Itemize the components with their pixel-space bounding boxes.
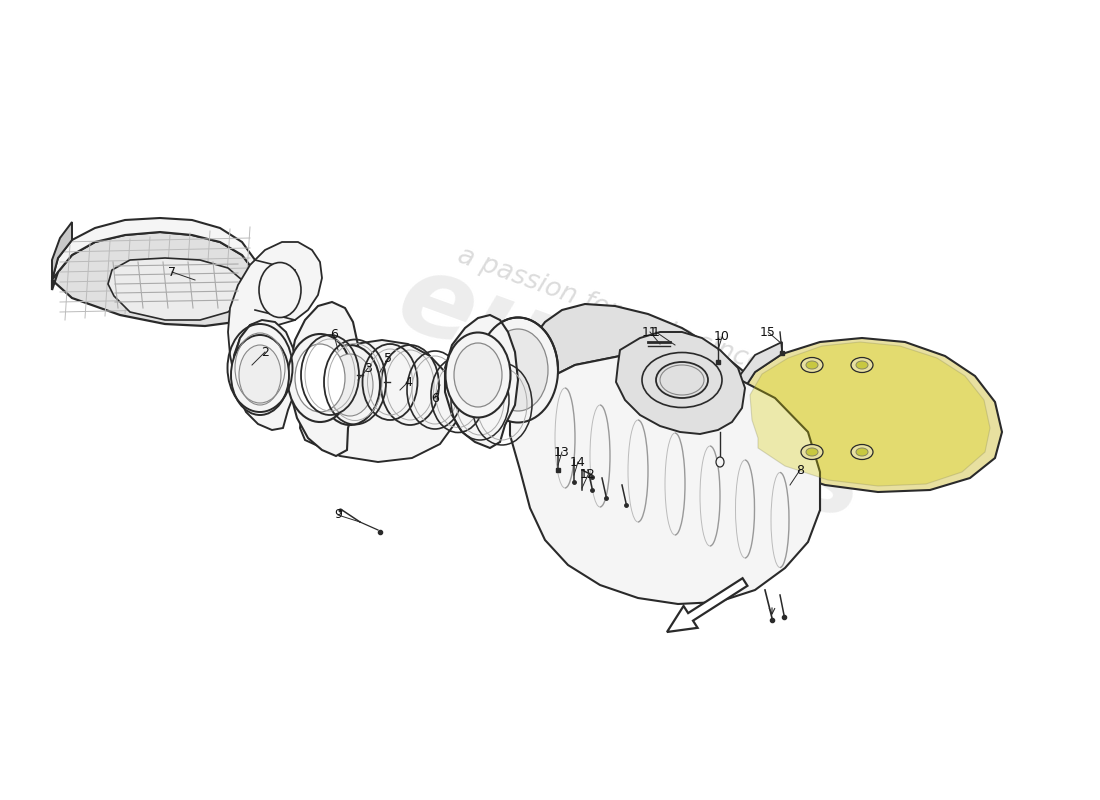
- Polygon shape: [750, 342, 990, 486]
- Ellipse shape: [642, 353, 722, 407]
- Ellipse shape: [239, 345, 280, 405]
- Polygon shape: [730, 342, 782, 468]
- Ellipse shape: [446, 333, 510, 418]
- Ellipse shape: [295, 344, 345, 412]
- Text: 14: 14: [570, 455, 586, 469]
- Text: 13: 13: [554, 446, 570, 458]
- Ellipse shape: [851, 358, 873, 373]
- Ellipse shape: [806, 448, 818, 456]
- Text: 7: 7: [168, 266, 176, 278]
- Ellipse shape: [320, 345, 379, 425]
- Polygon shape: [234, 320, 296, 430]
- Ellipse shape: [454, 343, 502, 407]
- Text: 15: 15: [760, 326, 775, 338]
- Polygon shape: [446, 315, 518, 448]
- Ellipse shape: [231, 335, 289, 415]
- Polygon shape: [108, 258, 242, 320]
- Polygon shape: [616, 332, 745, 434]
- Text: 6: 6: [431, 391, 439, 405]
- Text: res: res: [660, 376, 880, 544]
- Ellipse shape: [856, 448, 868, 456]
- Ellipse shape: [806, 361, 818, 369]
- Text: 10: 10: [714, 330, 730, 343]
- Text: 3: 3: [364, 362, 372, 374]
- Polygon shape: [510, 355, 820, 604]
- Polygon shape: [52, 222, 72, 290]
- Polygon shape: [52, 218, 260, 280]
- Ellipse shape: [478, 318, 558, 422]
- Text: eurospa: eurospa: [384, 243, 896, 517]
- Polygon shape: [52, 232, 260, 326]
- Text: 9: 9: [334, 509, 342, 522]
- Ellipse shape: [488, 329, 548, 411]
- Text: 1: 1: [652, 326, 660, 338]
- Ellipse shape: [801, 358, 823, 373]
- Ellipse shape: [801, 445, 823, 459]
- Polygon shape: [228, 242, 322, 375]
- Text: a passion for parts since: a passion for parts since: [454, 242, 767, 378]
- Text: 12: 12: [580, 469, 596, 482]
- Text: 8: 8: [796, 463, 804, 477]
- Text: 11: 11: [642, 326, 658, 338]
- Ellipse shape: [258, 262, 301, 318]
- FancyArrow shape: [667, 578, 747, 632]
- Text: 2: 2: [261, 346, 268, 358]
- Polygon shape: [740, 338, 1002, 492]
- Ellipse shape: [716, 457, 724, 467]
- Polygon shape: [300, 340, 458, 462]
- Ellipse shape: [851, 445, 873, 459]
- Text: 5: 5: [384, 351, 392, 365]
- Polygon shape: [290, 302, 360, 456]
- Polygon shape: [510, 304, 820, 510]
- Ellipse shape: [856, 361, 868, 369]
- Text: 4: 4: [404, 375, 411, 389]
- Ellipse shape: [287, 334, 352, 422]
- Text: 6: 6: [330, 329, 338, 342]
- Ellipse shape: [327, 354, 373, 416]
